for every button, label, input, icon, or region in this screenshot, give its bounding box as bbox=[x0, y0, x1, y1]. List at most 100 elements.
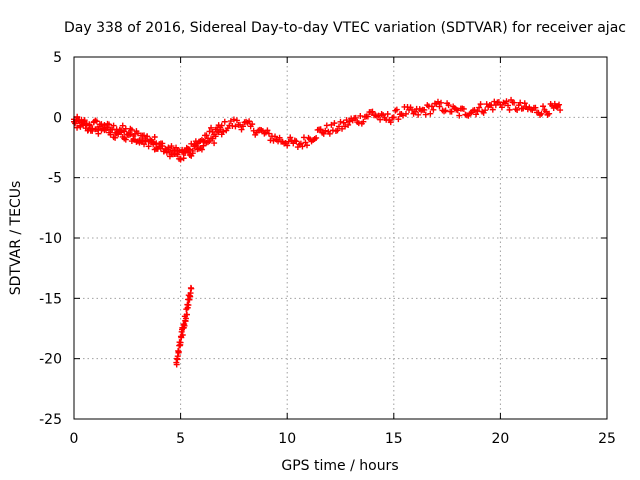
data-point-marker bbox=[218, 122, 225, 129]
data-point-marker bbox=[320, 130, 327, 137]
data-point-marker bbox=[352, 114, 359, 121]
data-point-marker bbox=[95, 130, 102, 137]
data-point-marker bbox=[173, 361, 180, 368]
data-point-marker bbox=[89, 127, 96, 134]
data-point-marker bbox=[409, 106, 416, 113]
data-point-marker bbox=[357, 112, 364, 119]
data-point-marker bbox=[168, 143, 175, 150]
data-point-marker bbox=[144, 133, 151, 140]
data-point-marker bbox=[188, 140, 195, 147]
data-point-marker bbox=[177, 156, 184, 163]
data-point-marker bbox=[177, 339, 184, 346]
data-point-marker bbox=[184, 304, 191, 311]
x-tick-label: 20 bbox=[491, 431, 509, 447]
data-point-marker bbox=[139, 132, 146, 139]
data-point-marker bbox=[198, 146, 205, 153]
data-point-marker bbox=[384, 111, 391, 118]
x-tick-label: 0 bbox=[70, 431, 79, 447]
data-point-marker bbox=[192, 142, 199, 149]
data-point-marker bbox=[179, 331, 186, 338]
data-point-marker bbox=[272, 133, 279, 140]
data-points bbox=[71, 96, 564, 368]
data-point-marker bbox=[75, 117, 82, 124]
x-axis-label: GPS time / hours bbox=[281, 458, 398, 474]
data-point-marker bbox=[284, 142, 291, 149]
data-point-marker bbox=[151, 133, 158, 140]
data-point-marker bbox=[77, 122, 84, 129]
data-point-marker bbox=[377, 116, 384, 123]
x-tick-label: 10 bbox=[278, 431, 296, 447]
data-point-marker bbox=[339, 125, 346, 132]
data-point-marker bbox=[543, 108, 550, 115]
data-point-marker bbox=[369, 108, 376, 115]
data-point-marker bbox=[240, 123, 247, 130]
data-point-marker bbox=[346, 118, 353, 125]
data-point-marker bbox=[265, 130, 272, 137]
data-point-marker bbox=[276, 134, 283, 141]
data-point-marker bbox=[134, 130, 141, 137]
data-point-marker bbox=[538, 110, 545, 117]
data-point-marker bbox=[421, 106, 428, 113]
data-point-marker bbox=[211, 140, 218, 147]
y-tick-label: -25 bbox=[39, 412, 62, 428]
data-point-marker bbox=[145, 143, 152, 150]
data-point-marker bbox=[122, 136, 129, 143]
data-point-marker bbox=[482, 107, 489, 114]
data-point-marker bbox=[335, 123, 342, 130]
data-point-marker bbox=[427, 110, 434, 117]
data-point-marker bbox=[119, 122, 126, 129]
data-point-marker bbox=[74, 124, 81, 131]
data-point-marker bbox=[448, 108, 455, 115]
data-point-marker bbox=[428, 103, 435, 110]
data-point-marker bbox=[174, 353, 181, 360]
x-tick-label: 15 bbox=[385, 431, 403, 447]
y-axis-label: SDTVAR / TECUs bbox=[8, 181, 24, 296]
data-point-marker bbox=[402, 110, 409, 117]
data-point-marker bbox=[195, 138, 202, 145]
data-point-marker bbox=[331, 120, 338, 127]
data-point-marker bbox=[175, 348, 182, 355]
data-point-marker bbox=[337, 118, 344, 125]
y-tick-label: 5 bbox=[53, 50, 62, 66]
data-point-marker bbox=[217, 126, 224, 133]
data-point-marker bbox=[183, 311, 190, 318]
data-point-marker bbox=[150, 141, 157, 148]
data-point-marker bbox=[521, 100, 528, 107]
data-point-marker bbox=[415, 111, 422, 118]
data-point-marker bbox=[532, 104, 539, 111]
data-point-marker bbox=[187, 290, 194, 297]
data-point-marker bbox=[322, 127, 329, 134]
data-point-marker bbox=[233, 117, 240, 124]
data-point-marker bbox=[185, 302, 192, 309]
data-point-marker bbox=[83, 122, 90, 129]
data-point-marker bbox=[436, 103, 443, 110]
data-point-marker bbox=[556, 101, 563, 108]
data-point-marker bbox=[328, 121, 335, 128]
data-point-marker bbox=[471, 106, 478, 113]
x-tick-label: 5 bbox=[176, 431, 185, 447]
data-point-marker bbox=[511, 99, 518, 106]
data-point-marker bbox=[430, 106, 437, 113]
data-point-marker bbox=[154, 145, 161, 152]
data-point-marker bbox=[86, 121, 93, 128]
data-point-marker bbox=[227, 118, 234, 125]
data-point-marker bbox=[230, 116, 237, 123]
data-point-marker bbox=[334, 127, 341, 134]
data-point-marker bbox=[182, 149, 189, 156]
data-point-marker bbox=[81, 117, 88, 124]
data-point-marker bbox=[212, 133, 219, 140]
data-point-marker bbox=[246, 118, 253, 125]
data-point-marker bbox=[107, 131, 114, 138]
y-tick-label: 0 bbox=[53, 110, 62, 126]
data-point-marker bbox=[422, 111, 429, 118]
data-point-marker bbox=[503, 98, 510, 105]
data-point-marker bbox=[395, 116, 402, 123]
data-point-marker bbox=[162, 146, 169, 153]
data-point-marker bbox=[74, 113, 81, 120]
data-point-marker bbox=[176, 147, 183, 154]
data-point-marker bbox=[540, 103, 547, 110]
tick-marks: 0 5 10 15 20 25 5 0 -5 -10 -15 -20 -25 bbox=[39, 50, 616, 447]
data-point-marker bbox=[476, 104, 483, 111]
data-point-marker bbox=[489, 106, 496, 113]
